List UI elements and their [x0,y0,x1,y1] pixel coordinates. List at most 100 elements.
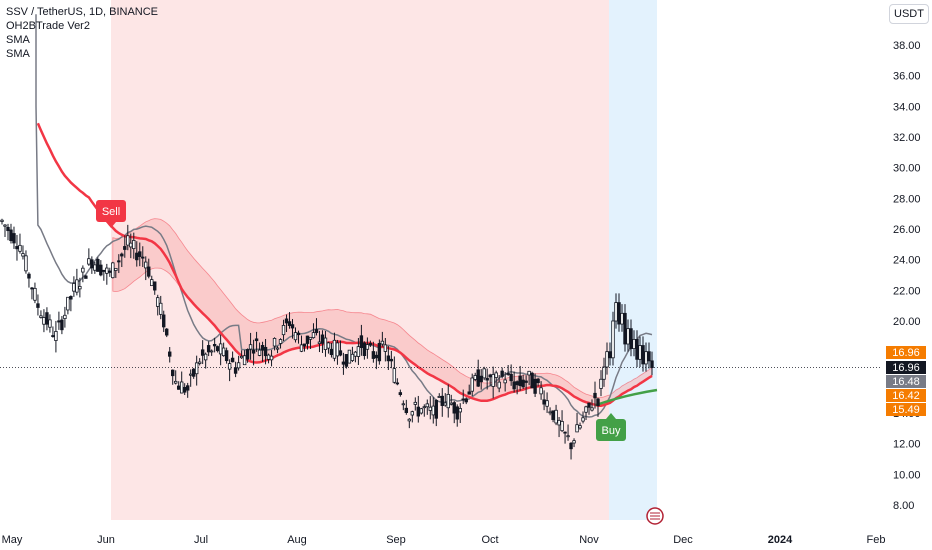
candle[interactable] [482,366,486,381]
candle[interactable] [524,375,528,395]
candle[interactable] [413,397,418,411]
candle[interactable] [347,349,352,364]
indicator-sma-1[interactable]: SMA [6,34,30,46]
candle[interactable] [503,372,507,392]
candle[interactable] [395,378,400,386]
candle[interactable] [356,338,361,365]
candle[interactable] [197,358,202,366]
candle[interactable] [75,268,79,296]
candle[interactable] [200,340,205,365]
candle[interactable] [614,293,618,329]
candle[interactable] [440,388,444,417]
candle[interactable] [12,226,16,249]
candle[interactable] [326,341,331,354]
candle[interactable] [108,267,112,277]
candle[interactable] [233,361,238,378]
candle[interactable] [33,282,37,304]
candle[interactable] [15,234,19,261]
candle[interactable] [281,319,286,342]
candle[interactable] [42,309,46,333]
candle[interactable] [470,373,474,397]
candle[interactable] [162,310,166,333]
candle[interactable] [224,347,229,364]
candle[interactable] [350,346,355,362]
candle[interactable] [512,371,516,393]
candle[interactable] [419,407,423,415]
candle[interactable] [530,371,534,389]
candle[interactable] [311,323,316,339]
candle[interactable] [18,233,22,254]
candle[interactable] [45,307,49,331]
currency-button[interactable]: USDT [889,4,929,24]
candle[interactable] [263,338,268,365]
candle[interactable] [114,267,118,278]
candle[interactable] [554,404,558,426]
candle[interactable] [296,330,301,344]
candle[interactable] [467,384,471,395]
candle[interactable] [305,335,310,350]
candle[interactable] [536,377,540,387]
candle[interactable] [635,330,639,367]
candle[interactable] [650,351,654,376]
candle[interactable] [87,248,91,266]
candle[interactable] [39,310,43,319]
candle[interactable] [545,392,549,413]
candle[interactable] [111,261,115,279]
candle[interactable] [227,359,232,382]
candle[interactable] [185,382,190,398]
candle[interactable] [359,324,364,356]
candle[interactable] [30,286,34,300]
candle[interactable] [497,375,501,393]
candle[interactable] [383,337,388,362]
candle[interactable] [407,418,412,429]
candle[interactable] [132,232,136,259]
candle[interactable] [410,410,415,423]
candle[interactable] [299,335,304,353]
candle[interactable] [159,295,163,320]
candle[interactable] [596,397,600,417]
candle[interactable] [141,246,145,267]
candle[interactable] [84,274,88,279]
candle[interactable] [521,374,525,389]
candle[interactable] [569,442,573,460]
candle[interactable] [641,336,645,372]
candle[interactable] [509,364,513,386]
candle[interactable] [165,328,169,338]
candle[interactable] [269,350,274,367]
candle[interactable] [138,242,142,267]
candle[interactable] [3,224,7,237]
candle[interactable] [368,340,373,347]
candle[interactable] [608,342,612,366]
candle[interactable] [590,399,594,412]
candle[interactable] [605,342,609,375]
candle[interactable] [69,295,73,312]
candle[interactable] [617,293,621,332]
candle[interactable] [105,263,109,285]
candle[interactable] [629,319,633,357]
candle[interactable] [123,235,127,258]
candle[interactable] [398,389,403,397]
candle[interactable] [560,410,564,433]
candle[interactable] [209,349,214,356]
candle[interactable] [248,332,253,360]
candle[interactable] [479,369,483,390]
candle[interactable] [626,319,630,352]
candle[interactable] [620,304,624,332]
candle[interactable] [6,223,10,241]
candle[interactable] [584,405,588,420]
candle[interactable] [587,402,591,415]
candle[interactable] [287,312,292,329]
candle[interactable] [66,296,70,315]
candle[interactable] [212,337,217,353]
candle[interactable] [572,438,576,448]
candle[interactable] [563,431,567,444]
candle[interactable] [458,403,462,423]
candle[interactable] [9,223,13,244]
candle[interactable] [99,260,103,277]
candle[interactable] [302,343,307,352]
candle[interactable] [51,326,55,338]
candle[interactable] [257,342,262,357]
candle[interactable] [168,347,172,363]
candle[interactable] [153,281,157,295]
